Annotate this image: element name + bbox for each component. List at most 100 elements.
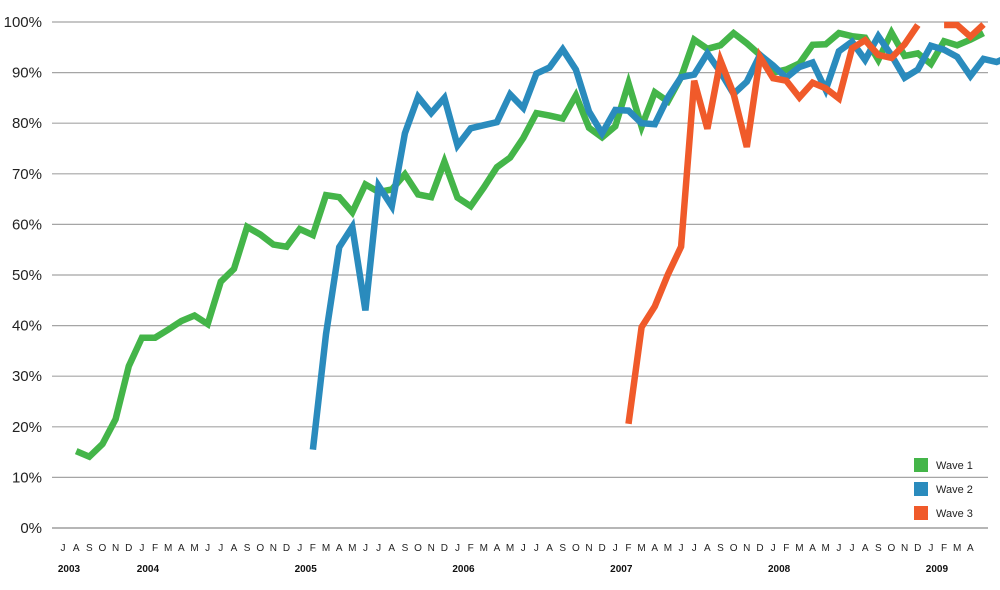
x-tick-label: M bbox=[664, 543, 672, 554]
legend-label-wave-1: Wave 1 bbox=[936, 460, 973, 472]
x-tick-label: A bbox=[651, 543, 658, 554]
series-lines bbox=[74, 21, 1000, 461]
x-tick-label: F bbox=[468, 543, 474, 554]
y-tick-label: 30% bbox=[12, 368, 42, 385]
x-tick-label: J bbox=[679, 543, 684, 554]
x-tick-label: M bbox=[822, 543, 830, 554]
x-year-label: 2009 bbox=[926, 564, 949, 575]
x-tick-label: N bbox=[901, 543, 908, 554]
x-tick-label: S bbox=[875, 543, 882, 554]
x-tick-label: A bbox=[336, 543, 343, 554]
legend-label-wave-2: Wave 2 bbox=[936, 484, 973, 496]
x-tick-label: A bbox=[704, 543, 711, 554]
x-tick-label: S bbox=[717, 543, 724, 554]
x-tick-label: A bbox=[546, 543, 553, 554]
x-tick-label: J bbox=[850, 543, 855, 554]
legend-swatch-wave-1 bbox=[914, 458, 928, 472]
legend: Wave 1 Wave 2 Wave 3 bbox=[914, 458, 973, 520]
x-tick-label: A bbox=[809, 543, 816, 554]
x-tick-label: O bbox=[256, 543, 264, 554]
x-tick-label: O bbox=[888, 543, 896, 554]
x-tick-label: F bbox=[941, 543, 947, 554]
x-tick-label: M bbox=[637, 543, 645, 554]
x-tick-label: J bbox=[297, 543, 302, 554]
x-tick-label: N bbox=[270, 543, 277, 554]
x-tick-label: O bbox=[414, 543, 422, 554]
x-tick-label: J bbox=[218, 543, 223, 554]
x-tick-label: S bbox=[86, 543, 93, 554]
x-year-label: 2004 bbox=[137, 564, 160, 575]
x-tick-label: J bbox=[376, 543, 381, 554]
x-tick-label: J bbox=[771, 543, 776, 554]
x-year-label: 2007 bbox=[610, 564, 633, 575]
x-tick-label: N bbox=[585, 543, 592, 554]
x-tick-label: A bbox=[388, 543, 395, 554]
x-tick-label: A bbox=[967, 543, 974, 554]
x-tick-label: A bbox=[73, 543, 80, 554]
x-tick-label: D bbox=[756, 543, 763, 554]
x-tick-label: J bbox=[521, 543, 526, 554]
y-tick-label: 80% bbox=[12, 115, 42, 132]
y-tick-label: 20% bbox=[12, 419, 42, 436]
x-tick-label: N bbox=[743, 543, 750, 554]
x-tick-label: M bbox=[795, 543, 803, 554]
x-tick-label: A bbox=[862, 543, 869, 554]
x-tick-label: D bbox=[441, 543, 448, 554]
series-line-wave-1 bbox=[74, 25, 985, 461]
x-tick-label: A bbox=[178, 543, 185, 554]
y-tick-label: 40% bbox=[12, 318, 42, 335]
x-tick-label: J bbox=[139, 543, 144, 554]
series-line-wave-2 bbox=[309, 30, 1000, 450]
x-tick-label: J bbox=[363, 543, 368, 554]
x-tick-label: F bbox=[625, 543, 631, 554]
x-tick-label: S bbox=[244, 543, 251, 554]
x-tick-label: M bbox=[953, 543, 961, 554]
x-tick-label: A bbox=[494, 543, 501, 554]
x-tick-label: M bbox=[480, 543, 488, 554]
x-tick-label: J bbox=[692, 543, 697, 554]
y-axis: 0% 10% 20% 30% 40% 50% 60% 70% 80% 90% 100% bbox=[4, 14, 42, 537]
x-tick-label: J bbox=[928, 543, 933, 554]
x-year-label: 2008 bbox=[768, 564, 791, 575]
y-tick-label: 100% bbox=[4, 14, 42, 31]
x-tick-label: M bbox=[322, 543, 330, 554]
legend-swatch-wave-3 bbox=[914, 506, 928, 520]
x-tick-label: D bbox=[125, 543, 132, 554]
x-tick-label: J bbox=[534, 543, 539, 554]
series-line-wave-3 bbox=[625, 21, 986, 425]
x-tick-label: M bbox=[164, 543, 172, 554]
x-tick-label: O bbox=[572, 543, 580, 554]
x-tick-label: S bbox=[559, 543, 566, 554]
y-tick-label: 0% bbox=[20, 520, 42, 537]
x-tick-label: J bbox=[613, 543, 618, 554]
x-tick-label: N bbox=[428, 543, 435, 554]
x-tick-label: D bbox=[599, 543, 606, 554]
x-tick-label: M bbox=[506, 543, 514, 554]
y-tick-label: 50% bbox=[12, 267, 42, 284]
legend-label-wave-3: Wave 3 bbox=[936, 508, 973, 520]
x-tick-label: M bbox=[348, 543, 356, 554]
x-tick-label: J bbox=[836, 543, 841, 554]
x-tick-label: F bbox=[310, 543, 316, 554]
x-year-label: 2006 bbox=[452, 564, 475, 575]
y-tick-label: 60% bbox=[12, 216, 42, 233]
x-tick-label: J bbox=[61, 543, 66, 554]
x-tick-label: M bbox=[190, 543, 198, 554]
x-year-label: 2005 bbox=[295, 564, 318, 575]
x-tick-label: O bbox=[99, 543, 107, 554]
x-tick-label: A bbox=[231, 543, 238, 554]
y-tick-label: 70% bbox=[12, 166, 42, 183]
x-year-label: 2003 bbox=[58, 564, 81, 575]
x-tick-label: F bbox=[152, 543, 158, 554]
x-tick-label: O bbox=[730, 543, 738, 554]
x-tick-label: S bbox=[402, 543, 409, 554]
x-tick-label: F bbox=[783, 543, 789, 554]
y-tick-label: 10% bbox=[12, 469, 42, 486]
x-tick-label: J bbox=[455, 543, 460, 554]
y-tick-label: 90% bbox=[12, 65, 42, 82]
gridlines bbox=[52, 21, 988, 529]
legend-swatch-wave-2 bbox=[914, 482, 928, 496]
x-tick-label: N bbox=[112, 543, 119, 554]
